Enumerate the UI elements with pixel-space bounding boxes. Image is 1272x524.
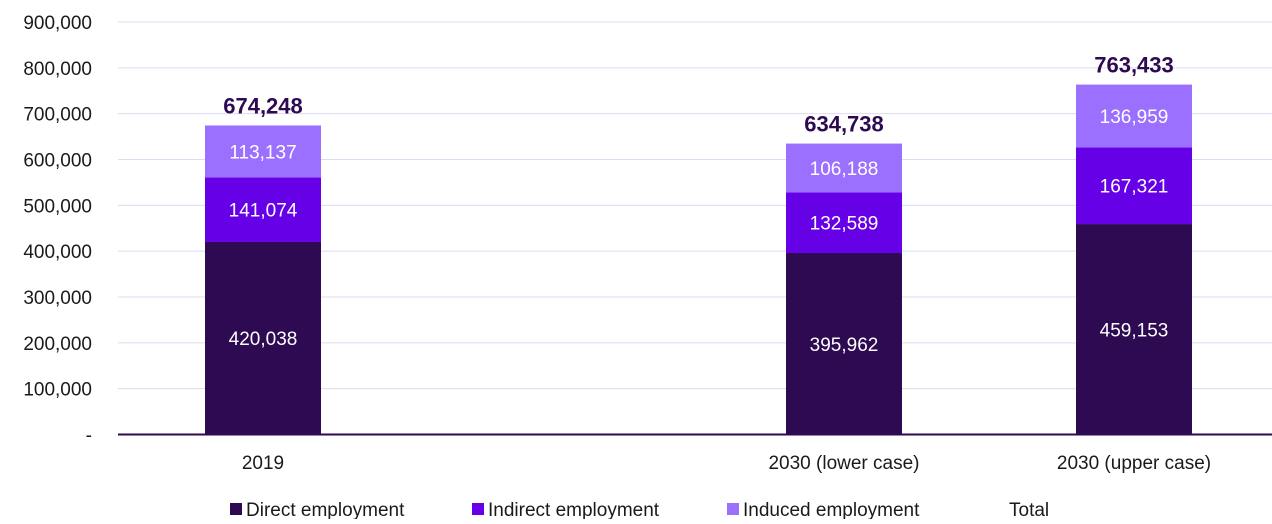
data-label: 141,074	[229, 201, 298, 222]
total-label: 674,248	[223, 93, 303, 118]
bars	[205, 84, 1192, 435]
legend-label: Indirect employment	[488, 500, 660, 519]
bar-segment-indirect-employment	[786, 192, 902, 254]
bar-segment-direct-employment	[1076, 224, 1192, 435]
category-label: 2019	[242, 453, 284, 474]
y-tick-label: 400,000	[23, 242, 92, 263]
bar-segment-induced-employment	[1076, 84, 1192, 148]
bar-segment-indirect-employment	[205, 177, 321, 242]
legend-swatch	[727, 503, 739, 515]
bar-segment-direct-employment	[786, 253, 902, 435]
y-tick-label: 500,000	[23, 196, 92, 217]
legend-label: Direct employment	[246, 500, 405, 519]
y-tick-label: 200,000	[23, 334, 92, 355]
data-label: 459,153	[1100, 320, 1169, 341]
legend: Direct employment Indirect employment Indu…	[230, 500, 1049, 521]
category-labels: 2019 2030 (lower case) 2030 (upper case)	[242, 453, 1211, 474]
y-tick-label: 900,000	[23, 13, 92, 34]
bar-segment-induced-employment	[205, 125, 321, 178]
data-label: 167,321	[1100, 177, 1169, 198]
y-tick-label: -	[86, 426, 92, 447]
total-label: 634,738	[804, 112, 884, 137]
data-label: 113,137	[229, 142, 296, 163]
data-labels: 420,038 141,074 113,137 674,248 395,962 132,5…	[223, 53, 1174, 356]
data-label: 420,038	[229, 329, 298, 350]
y-axis-ticks: - 100,000 200,000 300,000 400,000 500,000 600,…	[23, 13, 92, 447]
bar-segment-induced-employment	[786, 143, 902, 193]
data-label: 106,188	[810, 159, 879, 180]
total-label: 763,433	[1094, 53, 1174, 78]
category-label: 2030 (lower case)	[768, 453, 919, 474]
y-tick-label: 600,000	[23, 151, 92, 172]
y-tick-label: 800,000	[23, 59, 92, 80]
legend-swatch	[472, 503, 484, 515]
data-label: 395,962	[810, 335, 879, 356]
y-tick-label: 700,000	[23, 105, 92, 126]
bar-segment-indirect-employment	[1076, 147, 1192, 225]
category-label: 2030 (upper case)	[1057, 453, 1211, 474]
data-label: 132,589	[810, 214, 879, 235]
data-label: 136,959	[1100, 107, 1169, 128]
legend-label-total: Total	[1009, 500, 1049, 519]
legend-swatch	[230, 503, 242, 515]
y-tick-label: 100,000	[23, 380, 92, 401]
bar-segment-direct-employment	[205, 241, 321, 435]
legend-label: Induced employment	[743, 500, 920, 519]
y-tick-label: 300,000	[23, 288, 92, 309]
